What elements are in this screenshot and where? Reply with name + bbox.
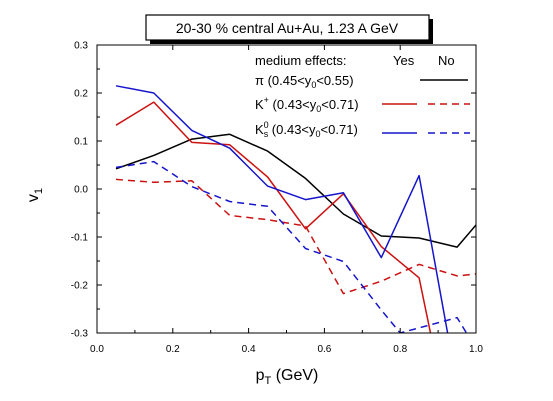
series-layer (115, 85, 476, 333)
y-tick-label: -0.3 (71, 329, 89, 340)
y-tick-label: -0.2 (71, 281, 89, 292)
y-tick-label: 0.1 (74, 137, 88, 148)
title-box-frame (145, 14, 430, 41)
legend-label-pi: π (0.45<y0<0.55) (255, 73, 354, 90)
y-axis-label: v1 (25, 188, 45, 202)
x-tick-label: 0.2 (166, 344, 180, 355)
legend-yes-label: Yes (393, 53, 415, 68)
y-axis: -0.3 -0.2 -0.1 0.0 0.1 0.2 0.3 (71, 41, 476, 340)
legend-label-k0s: K0 s (0.43<y0<0.71) (255, 120, 358, 139)
y-tick-label: -0.1 (71, 233, 89, 244)
legend: medium effects: Yes No π (0.45<y0<0.55) … (255, 53, 470, 139)
series-line-pi-medium (115, 133, 476, 248)
y-tick-label: 0.3 (74, 41, 88, 52)
series-line-k0s-no-medium (115, 160, 468, 333)
series-line-kplus-no-medium (115, 178, 476, 295)
plot-frame (96, 44, 477, 334)
legend-no-label: No (438, 53, 455, 68)
x-tick-label: 0.8 (393, 344, 407, 355)
y-tick-label: 0.2 (74, 89, 88, 100)
series-line-kplus-medium (115, 101, 432, 333)
legend-heading: medium effects: (255, 53, 347, 68)
x-tick-label: 0.6 (317, 344, 331, 355)
series-line-k0s-medium (115, 85, 449, 333)
x-axis-label: pT (GeV) (256, 367, 319, 387)
chart-title: 20-30 % central Au+Au, 1.23 A GeV (176, 20, 399, 36)
x-tick-label: 1.0 (469, 344, 483, 355)
x-tick-label: 0.4 (242, 344, 256, 355)
x-tick-label: 0.0 (90, 344, 104, 355)
x-axis: 0.0 0.2 0.4 0.6 0.8 1.0 (90, 45, 483, 355)
legend-label-kplus: K+ (0.43<y0<0.71) (255, 95, 359, 114)
chart-title-box: 20-30 % central Au+Au, 1.23 A GeV (145, 14, 433, 44)
y-tick-label: 0.0 (74, 185, 88, 196)
